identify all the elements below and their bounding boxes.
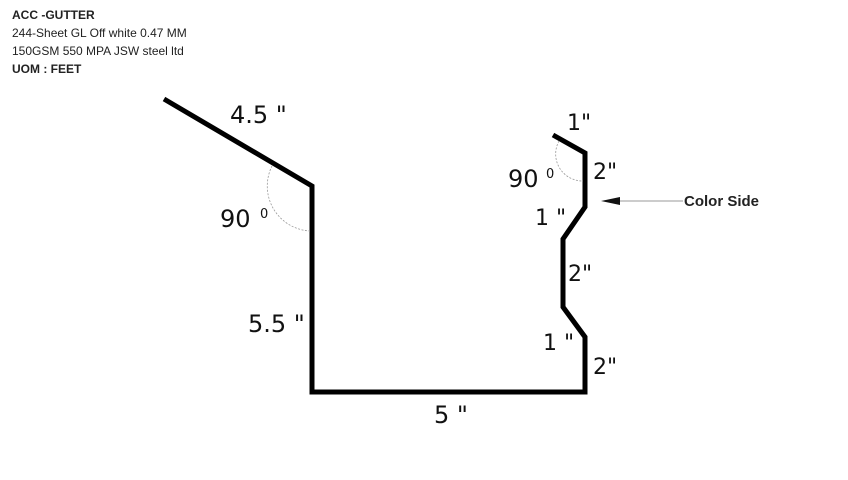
dim-front-bottom: 2": [593, 355, 617, 380]
angle-left-value: 90: [220, 205, 251, 233]
dim-front-top: 2": [593, 160, 617, 185]
dim-top-hem: 1": [567, 111, 591, 136]
left-angle-arc: [266, 165, 311, 232]
dim-flange-left: 4.5 ": [230, 101, 287, 129]
product-spec: 244-Sheet GL Off white 0.47 MM 150GSM 55…: [12, 26, 187, 58]
dim-base: 5 ": [434, 401, 468, 429]
dim-step-1: 1 ": [535, 206, 566, 231]
angle-right-degree: 0: [546, 167, 554, 182]
product-info: ACC -GUTTER 244-Sheet GL Off white 0.47 …: [12, 6, 212, 78]
gutter-profile-line: [162, 96, 588, 395]
color-side-arrow-head: [601, 197, 620, 205]
angle-right-value: 90: [508, 165, 539, 193]
dim-step-2: 1 ": [543, 331, 574, 356]
unit-of-measure: UOM : FEET: [12, 62, 82, 76]
dim-front-mid: 2": [568, 262, 592, 287]
angle-left-degree: 0: [260, 207, 268, 222]
product-title: ACC -GUTTER: [12, 8, 95, 22]
right-angle-arc: [555, 140, 584, 182]
dim-back-height: 5.5 ": [248, 310, 305, 338]
color-side-label: Color Side: [684, 193, 759, 210]
